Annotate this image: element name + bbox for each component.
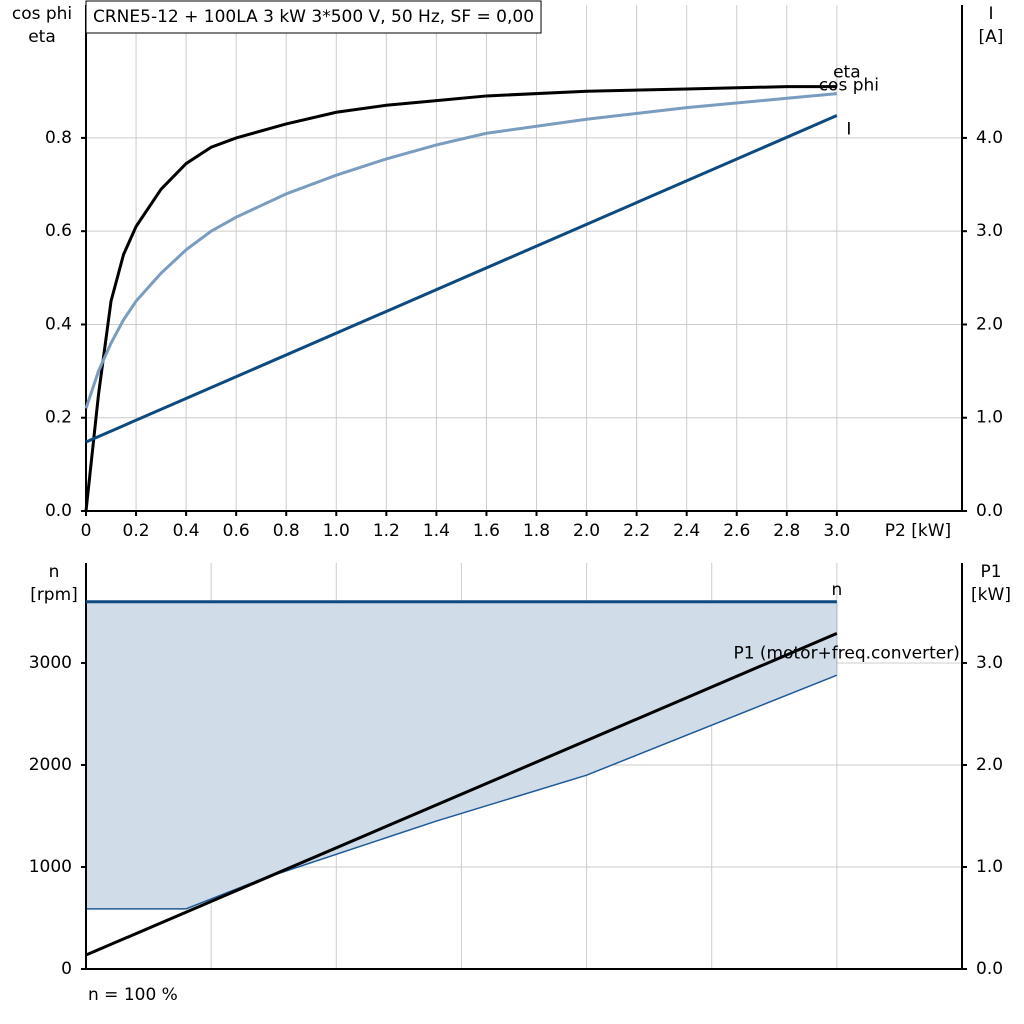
y-axis-label: n bbox=[49, 562, 60, 582]
y-tick-label: 2000 bbox=[29, 755, 72, 775]
y-tick-label: 0.6 bbox=[45, 221, 72, 241]
series-label: n bbox=[831, 580, 842, 600]
y2-tick-label: 3.0 bbox=[976, 653, 1003, 673]
y-axis-label: [rpm] bbox=[30, 585, 78, 605]
x-tick-label: 1.6 bbox=[473, 521, 500, 541]
x-tick-label: 1.8 bbox=[523, 521, 550, 541]
x-tick-label: 0.4 bbox=[173, 521, 200, 541]
series-line bbox=[84, 92, 837, 409]
y-axis-label: cos phi bbox=[12, 4, 72, 24]
y2-tick-label: 3.0 bbox=[976, 221, 1003, 241]
y-axis-label: eta bbox=[28, 27, 56, 47]
x-tick-label: 2.4 bbox=[673, 521, 700, 541]
x-tick-label: 3.0 bbox=[823, 521, 850, 541]
series-line bbox=[85, 632, 838, 957]
x-axis-label: P2 [kW] bbox=[885, 521, 951, 541]
x-tick-label: 2.6 bbox=[723, 521, 750, 541]
series-label: P1 (motor+freq.converter) bbox=[733, 643, 959, 663]
series-line bbox=[84, 85, 837, 512]
x-tick-label: 1.4 bbox=[423, 521, 450, 541]
y2-tick-label: 2.0 bbox=[976, 755, 1003, 775]
series-label: eta bbox=[833, 63, 861, 83]
y-tick-label: 3000 bbox=[29, 653, 72, 673]
y2-tick-label: 0.0 bbox=[976, 501, 1003, 521]
note: n = 100 % bbox=[88, 985, 178, 1005]
x-tick-label: 2.8 bbox=[773, 521, 800, 541]
y2-tick-label: 1.0 bbox=[976, 857, 1003, 877]
x-tick-label: 2.0 bbox=[573, 521, 600, 541]
x-tick-label: 1.0 bbox=[323, 521, 350, 541]
y2-tick-label: 2.0 bbox=[976, 314, 1003, 334]
y2-tick-label: 0.0 bbox=[976, 959, 1003, 979]
title-box bbox=[85, 0, 542, 34]
x-tick-label: 2.2 bbox=[623, 521, 650, 541]
x-tick-label: 0.8 bbox=[273, 521, 300, 541]
series-label: I bbox=[846, 120, 851, 140]
y2-tick-label: 4.0 bbox=[976, 128, 1003, 148]
y2-axis-label: I bbox=[988, 4, 993, 24]
y-tick-label: 0.2 bbox=[45, 408, 72, 428]
y-tick-label: 0.0 bbox=[45, 501, 72, 521]
series-label: cos phi bbox=[819, 76, 879, 96]
operating-area bbox=[86, 601, 837, 909]
y-tick-label: 1000 bbox=[29, 857, 72, 877]
y2-axis-label: [A] bbox=[979, 27, 1004, 47]
x-tick-label: 0.6 bbox=[223, 521, 250, 541]
min-speed-line bbox=[86, 674, 838, 910]
y-tick-label: 0.4 bbox=[45, 314, 72, 334]
x-tick-label: 0.2 bbox=[123, 521, 150, 541]
y2-axis-label: [kW] bbox=[971, 585, 1011, 605]
y-tick-label: 0 bbox=[61, 959, 72, 979]
x-tick-label: 0 bbox=[81, 521, 92, 541]
y2-axis-label: P1 bbox=[980, 562, 1001, 582]
x-tick-label: 1.2 bbox=[373, 521, 400, 541]
y2-tick-label: 1.0 bbox=[976, 408, 1003, 428]
series-line bbox=[85, 114, 838, 444]
y-tick-label: 0.8 bbox=[45, 128, 72, 148]
chart-title: CRNE5-12 + 100LA 3 kW 3*500 V, 50 Hz, SF… bbox=[93, 7, 534, 27]
